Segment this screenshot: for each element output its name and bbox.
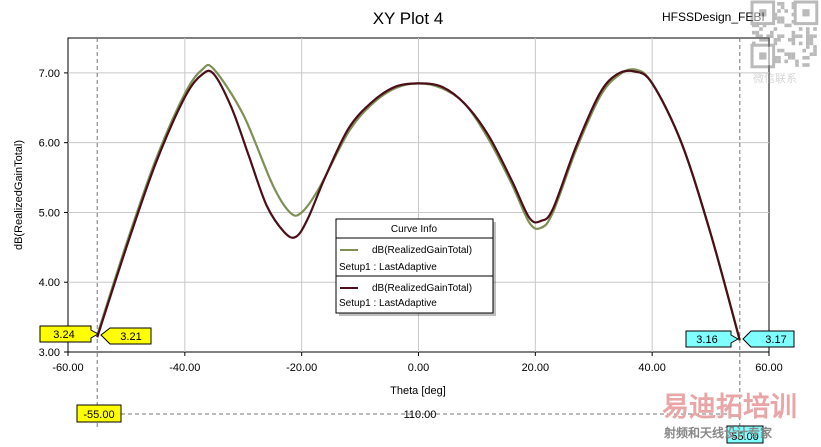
x-axis-label: Theta [deg]	[390, 385, 446, 397]
x-tick-label: -40.00	[169, 362, 200, 374]
x-tick-label: 20.00	[522, 362, 550, 374]
marker-1-right-value[interactable]: 3.21	[100, 327, 152, 345]
x-tick-label: -20.00	[286, 362, 317, 374]
watermark-brand: 易迪拓培训	[662, 392, 797, 423]
marker-2-right-value[interactable]: 3.17	[742, 330, 795, 348]
svg-text:-55.00: -55.00	[83, 409, 114, 421]
legend[interactable]: Curve Info dB(RealizedGainTotal) Setup1 …	[335, 218, 496, 316]
legend-entry-2-setup: Setup1 : LastAdaptive	[339, 298, 437, 309]
svg-text:3.21: 3.21	[120, 331, 141, 343]
y-axis-label: dB(RealizedGainTotal)	[13, 140, 25, 250]
svg-text:3.24: 3.24	[53, 329, 74, 341]
series-line-2	[96, 69, 741, 341]
marker-2-x-label[interactable]: 55.00	[726, 425, 764, 444]
legend-entry-2-name: dB(RealizedGainTotal)	[372, 283, 472, 294]
chart-title: XY Plot 4	[373, 9, 444, 28]
qr-caption: 微信联系	[753, 71, 797, 85]
marker-1-x-label[interactable]: -55.00	[76, 404, 122, 423]
y-tick-label: 7.00	[39, 68, 60, 80]
legend-entry-1-setup: Setup1 : LastAdaptive	[339, 262, 437, 273]
svg-text:55.00: 55.00	[731, 431, 759, 443]
watermark-tagline: 射频和天线设计专家	[663, 425, 773, 440]
curves	[96, 63, 741, 342]
marker-delta-label: 110.00	[404, 409, 437, 421]
svg-text:3.17: 3.17	[765, 334, 786, 346]
y-tick-label: 6.00	[39, 138, 60, 150]
y-tick-label: 4.00	[39, 277, 60, 289]
x-tick-label: 0.00	[408, 362, 429, 374]
marker-1-left-value[interactable]: 3.24	[39, 325, 100, 343]
y-tick-labels: 3.00 4.00 5.00 6.00 7.00	[39, 68, 60, 359]
svg-text:3.16: 3.16	[696, 334, 717, 346]
qr-code-watermark: 微信联系	[750, 0, 819, 85]
x-tick-label: 40.00	[638, 362, 666, 374]
x-tick-labels: -60.00 -40.00 -20.00 0.00 20.00 40.00 60.00	[52, 362, 782, 374]
marker-lines	[96, 38, 741, 430]
y-tick-label: 5.00	[39, 207, 60, 219]
design-name: HFSSDesign_FEBI	[662, 10, 765, 24]
marker-2-left-value[interactable]: 3.16	[685, 330, 740, 348]
x-tick-label: 60.00	[755, 362, 783, 374]
y-tick-label: 3.00	[39, 347, 60, 359]
legend-title: Curve Info	[391, 224, 438, 235]
x-tick-label: -60.00	[52, 362, 83, 374]
legend-entry-1-name: dB(RealizedGainTotal)	[372, 245, 472, 256]
